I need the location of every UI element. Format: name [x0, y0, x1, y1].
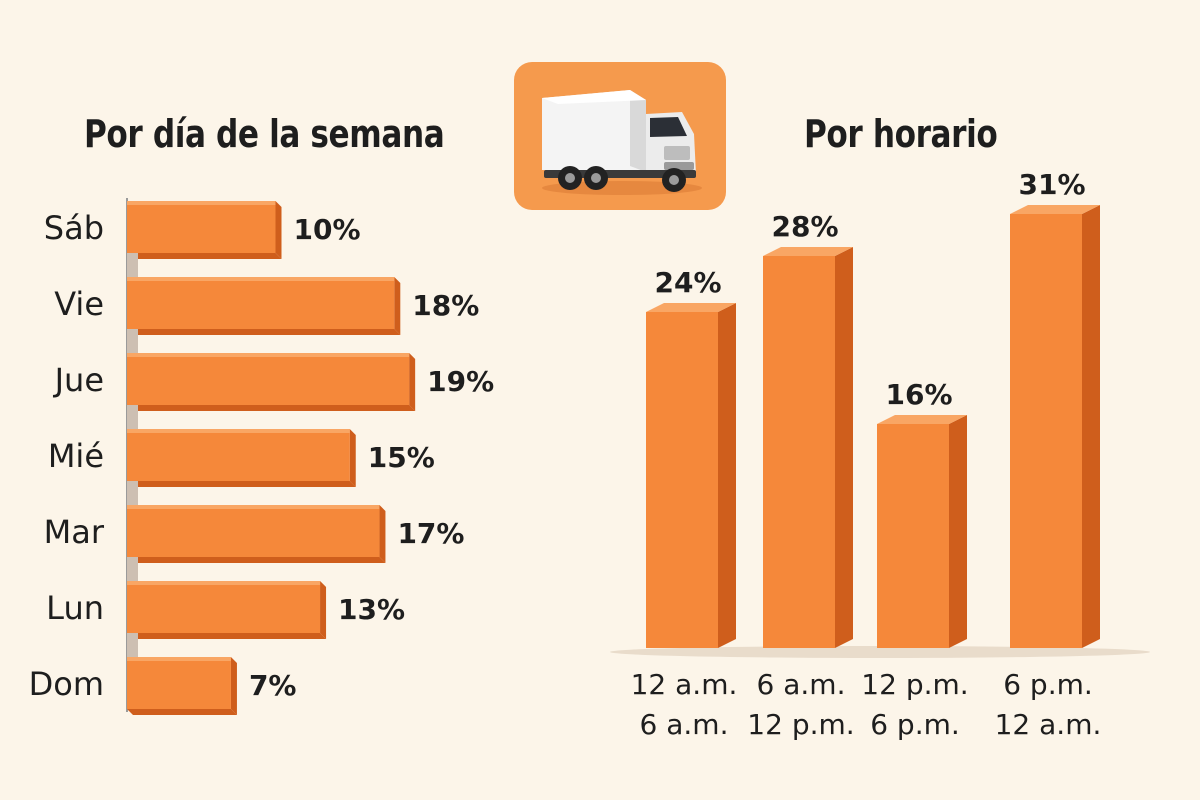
hour-bar [877, 424, 949, 648]
weekday-category-label: Lun [46, 589, 104, 627]
weekday-bar [127, 581, 321, 633]
weekday-bar-side [394, 277, 401, 335]
weekday-bar-highlight [127, 581, 321, 585]
weekday-bar-side [320, 581, 327, 639]
hour-category-label-start: 6 p.m. [1003, 668, 1093, 701]
hour-bar-side [1082, 205, 1100, 648]
weekday-bar-highlight [127, 353, 410, 357]
weekday-bar-chart: Sáb 10% Vie 18% Jue 19% Mié 15% Mar 17% Lun 13% Dom 7… [29, 198, 494, 715]
hour-bar-side [835, 247, 853, 648]
weekday-value-label: 7% [249, 669, 297, 702]
truck-tile [514, 62, 726, 210]
bar-gap-shadow [127, 329, 138, 353]
weekday-bar-side [230, 657, 237, 715]
bar-gap-shadow [127, 633, 138, 657]
hour-chart-floor-shadow [610, 646, 1150, 658]
weekday-value-label: 10% [294, 213, 361, 246]
hour-value-label: 28% [771, 210, 838, 243]
hour-category-label-start: 12 a.m. [631, 668, 738, 701]
weekday-bar-highlight [127, 201, 276, 205]
weekday-bar-highlight [127, 505, 380, 509]
hour-category-label-end: 12 p.m. [747, 708, 854, 741]
hour-bar-side [718, 303, 736, 648]
weekday-bar-bottom [127, 633, 327, 639]
weekday-bar-bottom [127, 557, 386, 563]
weekday-bar [127, 505, 380, 557]
bar-gap-shadow [127, 405, 138, 429]
hour-bar-top [877, 415, 967, 424]
weekday-category-label: Dom [29, 665, 104, 703]
hour-bar [646, 312, 718, 648]
weekday-value-label: 18% [412, 289, 479, 322]
hour-bar-side [949, 415, 967, 648]
weekday-category-label: Sáb [44, 209, 104, 247]
weekday-value-label: 15% [368, 441, 435, 474]
weekday-bar-bottom [127, 405, 416, 411]
chart-title-weekday: Por día de la semana [84, 112, 445, 156]
hour-bar [763, 256, 835, 648]
hour-bar-top [763, 247, 853, 256]
weekday-bar-side [349, 429, 356, 487]
weekday-bar-side [409, 353, 416, 411]
weekday-bar-bottom [127, 709, 237, 715]
hour-category-label-start: 6 a.m. [757, 668, 846, 701]
weekday-bar-side [275, 201, 282, 259]
weekday-category-label: Mié [48, 437, 104, 475]
weekday-bar [127, 429, 350, 481]
hour-value-label: 31% [1018, 168, 1085, 201]
bar-gap-shadow [127, 557, 138, 581]
weekday-value-label: 13% [338, 593, 405, 626]
hour-value-label: 24% [654, 266, 721, 299]
chart-title-hour: Por horario [804, 112, 998, 156]
weekday-bar-highlight [127, 657, 231, 661]
weekday-category-label: Mar [44, 513, 105, 551]
weekday-bar-highlight [127, 277, 395, 281]
hour-bar-top [646, 303, 736, 312]
hour-category-label-end: 6 p.m. [870, 708, 960, 741]
hour-category-label-start: 12 p.m. [861, 668, 968, 701]
hour-bar-chart: 24% 12 a.m. 6 a.m. 28% 6 a.m. 12 p.m. 16% 12 p.… [610, 168, 1150, 741]
weekday-bar [127, 657, 231, 709]
hour-category-label-end: 12 a.m. [995, 708, 1102, 741]
weekday-bar [127, 277, 395, 329]
hour-category-label-end: 6 a.m. [640, 708, 729, 741]
bar-gap-shadow [127, 481, 138, 505]
weekday-bar-bottom [127, 253, 282, 259]
weekday-category-label: Vie [54, 285, 104, 323]
hour-value-label: 16% [885, 378, 952, 411]
hour-bar [1010, 214, 1082, 648]
weekday-bar-highlight [127, 429, 350, 433]
bar-gap-shadow [127, 253, 138, 277]
weekday-value-label: 17% [397, 517, 464, 550]
weekday-bar-bottom [127, 481, 356, 487]
delivery-truck-icon [542, 90, 702, 195]
weekday-category-label: Jue [53, 361, 104, 399]
weekday-bar-side [379, 505, 386, 563]
weekday-bar-bottom [127, 329, 401, 335]
weekday-bar [127, 201, 276, 253]
hour-bar-top [1010, 205, 1100, 214]
weekday-value-label: 19% [427, 365, 494, 398]
weekday-bar [127, 353, 410, 405]
